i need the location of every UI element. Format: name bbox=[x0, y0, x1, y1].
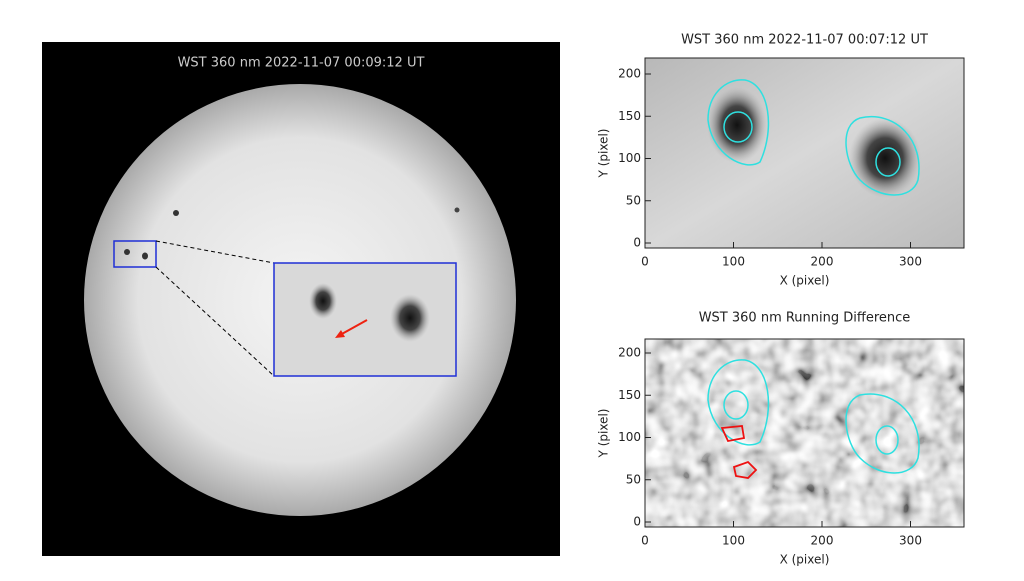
y-tick-label: 100 bbox=[618, 430, 641, 444]
panel-title: WST 360 nm 2022-11-07 00:07:12 UT bbox=[681, 33, 928, 48]
zoom-box bbox=[113, 240, 157, 268]
panel-title: WST 360 nm 2022-11-07 00:09:12 UT bbox=[178, 56, 425, 71]
arrow-head bbox=[335, 330, 345, 338]
x-tick-label: 300 bbox=[899, 534, 922, 548]
x-tick-label: 100 bbox=[722, 255, 745, 269]
x-axis-label: X (pixel) bbox=[780, 553, 830, 567]
y-tick-label: 100 bbox=[618, 151, 641, 165]
sunspot bbox=[849, 118, 921, 198]
contour bbox=[845, 115, 920, 196]
sunspot bbox=[173, 210, 179, 216]
contour bbox=[875, 425, 899, 455]
zoom-line bbox=[155, 266, 275, 377]
y-tick-label: 50 bbox=[626, 193, 641, 207]
panel-title: WST 360 nm Running Difference bbox=[699, 311, 911, 326]
y-tick-label: 0 bbox=[633, 515, 641, 529]
sunspot bbox=[707, 87, 767, 163]
y-tick-label: 50 bbox=[626, 472, 641, 486]
y-tick-label: 0 bbox=[633, 236, 641, 250]
x-tick-label: 100 bbox=[722, 534, 745, 548]
sunspot bbox=[124, 249, 130, 255]
x-tick-label: 0 bbox=[641, 255, 649, 269]
arrow bbox=[339, 319, 368, 336]
y-tick-label: 150 bbox=[618, 109, 641, 123]
sunspot bbox=[309, 283, 337, 319]
y-tick-label: 150 bbox=[618, 388, 641, 402]
x-tick-label: 200 bbox=[811, 255, 834, 269]
contour bbox=[845, 393, 920, 474]
sunspot bbox=[142, 252, 148, 260]
sunspot bbox=[454, 207, 460, 213]
contour bbox=[875, 147, 901, 177]
y-tick-label: 200 bbox=[618, 346, 641, 360]
y-axis-label: Y (pixel) bbox=[597, 409, 611, 459]
contour bbox=[720, 425, 746, 443]
y-axis-label: Y (pixel) bbox=[597, 129, 611, 179]
zoom-line bbox=[155, 240, 275, 264]
contour bbox=[732, 460, 758, 479]
image bbox=[645, 339, 964, 527]
contour bbox=[723, 390, 749, 420]
x-tick-label: 0 bbox=[641, 534, 649, 548]
y-tick-label: 200 bbox=[618, 67, 641, 81]
contour bbox=[707, 359, 770, 446]
sunspot bbox=[390, 294, 430, 342]
axes-frame bbox=[644, 338, 965, 528]
x-tick-label: 200 bbox=[811, 534, 834, 548]
x-axis-label: X (pixel) bbox=[780, 274, 830, 288]
axes-frame bbox=[644, 57, 965, 249]
contour bbox=[707, 79, 770, 166]
contour bbox=[723, 111, 753, 143]
x-tick-label: 300 bbox=[899, 255, 922, 269]
